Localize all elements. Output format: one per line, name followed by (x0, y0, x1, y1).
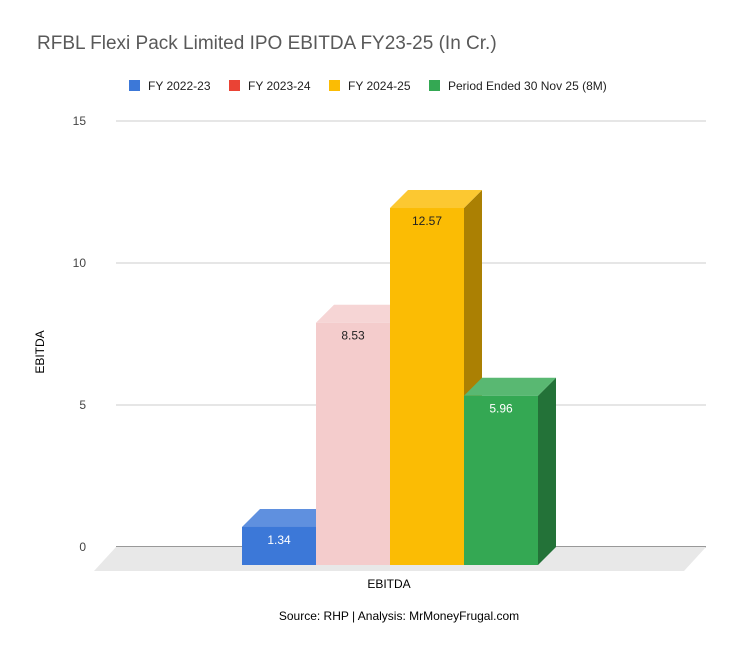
legend-swatch (229, 80, 240, 91)
y-tick-label: 0 (79, 540, 86, 554)
legend-swatch (129, 80, 140, 91)
bar-top-face (242, 508, 334, 527)
data-label: 1.34 (267, 533, 291, 547)
data-labels: 1.34 8.53 12.57 5.96 (267, 214, 513, 547)
legend-label: FY 2024-25 (348, 79, 411, 93)
source-note: Source: RHP | Analysis: MrMoneyFrugal.co… (279, 609, 519, 623)
bar-side-face (538, 377, 556, 565)
data-label: 8.53 (341, 329, 365, 343)
bars (242, 190, 556, 565)
legend-item: FY 2024-25 (329, 79, 411, 93)
data-label: 12.57 (412, 214, 442, 228)
legend-swatch (329, 80, 340, 91)
legend-swatch (429, 80, 440, 91)
legend-label: Period Ended 30 Nov 25 (8M) (448, 79, 607, 93)
data-label: 5.96 (489, 402, 513, 416)
bar-top-face (464, 377, 556, 396)
bar-front-face (464, 395, 538, 565)
bar (390, 190, 482, 565)
bar-top-face (316, 304, 408, 323)
bar (464, 377, 556, 565)
legend-label: FY 2023-24 (248, 79, 311, 93)
bar-top-face (390, 190, 482, 209)
y-axis-label: EBITDA (33, 330, 47, 373)
y-tick-label: 5 (79, 398, 86, 412)
bar-front-face (316, 322, 390, 565)
bar-front-face (390, 208, 464, 565)
x-axis-label: EBITDA (367, 577, 410, 591)
legend-item: FY 2022-23 (129, 79, 211, 93)
y-tick-label: 15 (73, 114, 87, 128)
legend-item: Period Ended 30 Nov 25 (8M) (429, 79, 607, 93)
legend-item: FY 2023-24 (229, 79, 311, 93)
bar-front-face (242, 526, 316, 565)
legend: FY 2022-23 FY 2023-24 FY 2024-25 Period End… (129, 79, 607, 93)
chart-title: RFBL Flexi Pack Limited IPO EBITDA FY23-… (37, 33, 497, 54)
legend-label: FY 2022-23 (148, 79, 211, 93)
y-tick-label: 10 (73, 256, 87, 270)
